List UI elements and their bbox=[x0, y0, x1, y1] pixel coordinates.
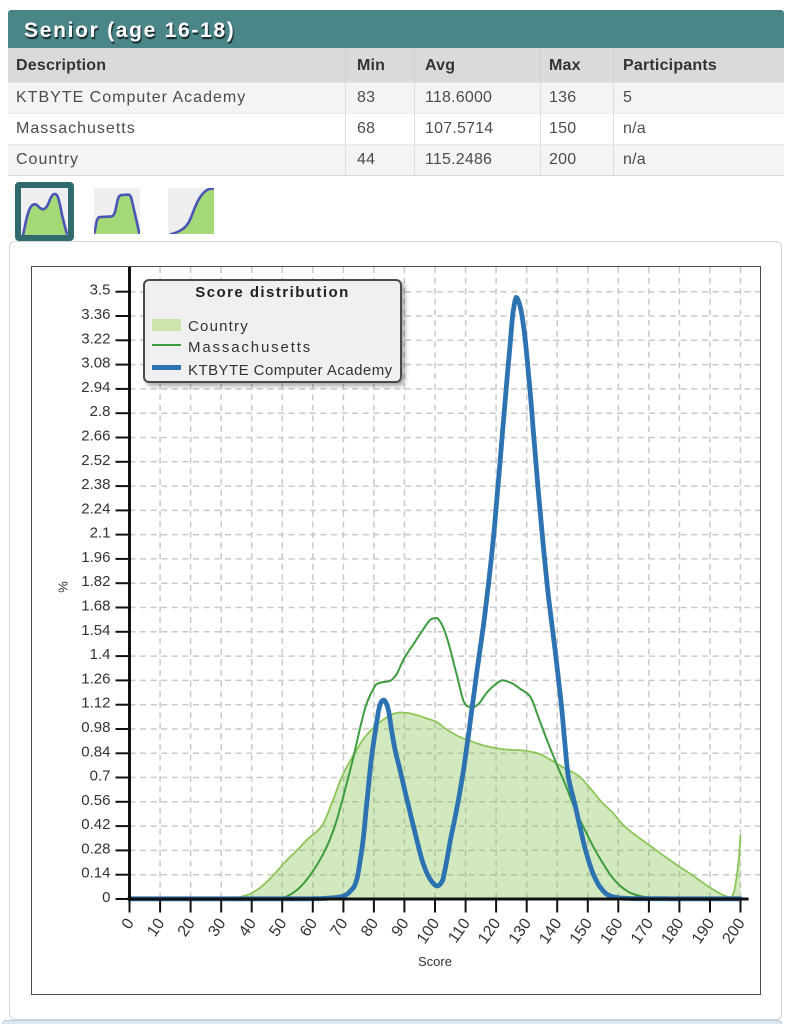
svg-text:170: 170 bbox=[628, 915, 657, 947]
svg-text:0.56: 0.56 bbox=[81, 792, 110, 809]
svg-text:100: 100 bbox=[414, 915, 443, 947]
svg-text:0: 0 bbox=[102, 889, 110, 906]
svg-text:60: 60 bbox=[297, 915, 321, 939]
svg-text:0.14: 0.14 bbox=[81, 865, 110, 882]
svg-text:150: 150 bbox=[567, 915, 596, 947]
svg-text:2.52: 2.52 bbox=[81, 452, 110, 469]
svg-text:2.66: 2.66 bbox=[81, 428, 110, 445]
svg-text:2.8: 2.8 bbox=[90, 403, 111, 420]
svg-text:80: 80 bbox=[358, 915, 382, 939]
svg-text:180: 180 bbox=[658, 915, 687, 947]
svg-text:3.08: 3.08 bbox=[81, 355, 110, 372]
svg-text:40: 40 bbox=[236, 915, 260, 939]
svg-text:3.5: 3.5 bbox=[90, 282, 111, 299]
svg-text:3.36: 3.36 bbox=[81, 306, 110, 323]
svg-text:2.1: 2.1 bbox=[90, 525, 111, 542]
svg-text:0.28: 0.28 bbox=[81, 840, 110, 857]
svg-text:1.82: 1.82 bbox=[81, 573, 110, 590]
svg-text:1.4: 1.4 bbox=[90, 646, 111, 663]
svg-text:0: 0 bbox=[119, 915, 138, 932]
svg-text:160: 160 bbox=[597, 915, 626, 947]
svg-text:120: 120 bbox=[475, 915, 504, 947]
svg-text:0.98: 0.98 bbox=[81, 719, 110, 736]
svg-text:200: 200 bbox=[720, 915, 749, 947]
svg-text:1.54: 1.54 bbox=[81, 622, 110, 639]
svg-text:50: 50 bbox=[266, 915, 290, 939]
svg-text:0.84: 0.84 bbox=[81, 743, 110, 760]
svg-text:2.24: 2.24 bbox=[81, 500, 110, 517]
svg-text:0.42: 0.42 bbox=[81, 816, 110, 833]
svg-text:130: 130 bbox=[506, 915, 535, 947]
svg-text:0.7: 0.7 bbox=[90, 768, 111, 785]
svg-text:190: 190 bbox=[689, 915, 718, 947]
svg-text:2.38: 2.38 bbox=[81, 476, 110, 493]
svg-text:1.26: 1.26 bbox=[81, 670, 110, 687]
svg-text:140: 140 bbox=[536, 915, 565, 947]
svg-text:110: 110 bbox=[445, 915, 474, 946]
svg-text:70: 70 bbox=[328, 915, 352, 939]
svg-text:90: 90 bbox=[389, 915, 413, 939]
svg-text:2.94: 2.94 bbox=[81, 379, 110, 396]
svg-text:1.12: 1.12 bbox=[81, 695, 110, 712]
svg-text:1.68: 1.68 bbox=[81, 598, 110, 615]
svg-text:30: 30 bbox=[205, 915, 229, 939]
svg-text:10: 10 bbox=[144, 915, 168, 939]
svg-text:20: 20 bbox=[175, 915, 199, 939]
svg-text:%: % bbox=[56, 581, 71, 593]
svg-text:3.22: 3.22 bbox=[81, 330, 110, 347]
svg-text:1.96: 1.96 bbox=[81, 549, 110, 566]
svg-text:Score: Score bbox=[418, 954, 452, 969]
